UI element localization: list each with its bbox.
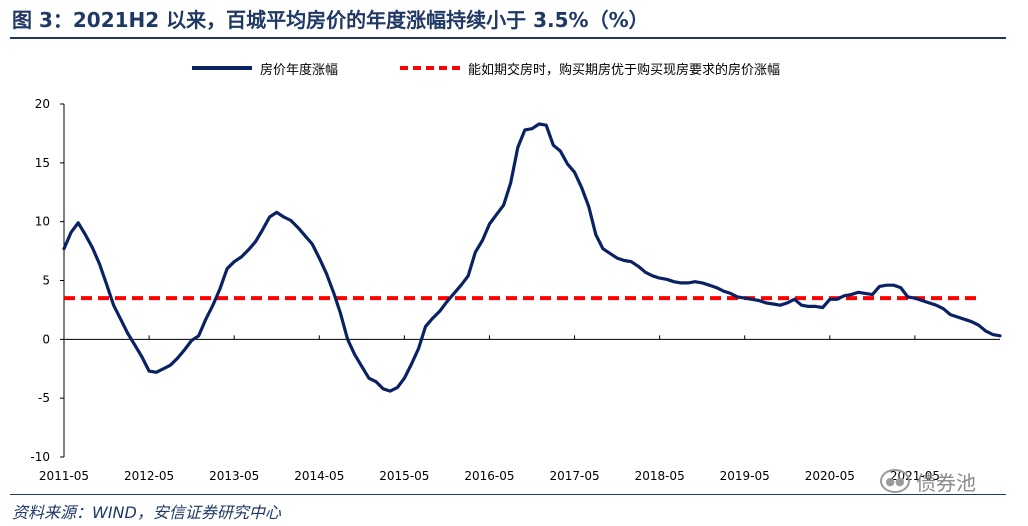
source-rule [10,494,1006,495]
chart-legend: 房价年度涨幅 能如期交房时，购买期房优于购买现房要求的房价涨幅 [0,58,1028,78]
legend-item-threshold: 能如期交房时，购买期房优于购买现房要求的房价涨幅 [400,58,780,78]
x-tick-label: 2019-05 [720,469,770,483]
x-tick-label: 2016-05 [464,469,514,483]
tick-labels: -10 -5 0 5 10 15 20 2011-05 2012-05 2013-05 2014-0… [30,97,940,483]
x-tick-label: 2018-05 [635,469,685,483]
y-tick-label: -5 [38,391,50,405]
title-rule [10,37,1006,39]
watermark: ●● 债券池 [880,468,976,495]
watermark-text: 债券池 [916,470,976,495]
x-tick-label: 2013-05 [209,469,259,483]
x-tick-label: 2012-05 [124,469,174,483]
chart-title: 图 3：2021H2 以来，百城平均房价的年度涨幅持续小于 3.5%（%） [12,8,649,32]
y-tick-label: 0 [42,332,50,346]
x-tick-label: 2020-05 [805,469,855,483]
y-tick-label: 20 [35,97,50,111]
x-tick-label: 2015-05 [379,469,429,483]
x-tick-label: 2014-05 [294,469,344,483]
y-tick-label: 5 [42,274,50,288]
chart-axes [60,103,1000,458]
price-growth-line [62,122,1002,393]
y-tick-label: 10 [35,215,50,229]
legend-dashed-line-swatch [400,66,460,70]
legend-solid-line-swatch [192,66,252,70]
legend-label-price-growth: 房价年度涨幅 [260,62,339,78]
y-tick-label: 15 [35,156,50,170]
x-tick-label: 2011-05 [39,469,89,483]
legend-item-price-growth: 房价年度涨幅 [192,58,338,78]
source-note: 资料来源：WIND，安信证券研究中心 [12,503,281,522]
x-tick-label: 2017-05 [549,469,599,483]
y-tick-label: -10 [30,450,50,464]
legend-label-threshold: 能如期交房时，购买期房优于购买现房要求的房价涨幅 [468,62,781,78]
wechat-icon: ●● [880,469,910,493]
chart-lines [62,122,1002,393]
